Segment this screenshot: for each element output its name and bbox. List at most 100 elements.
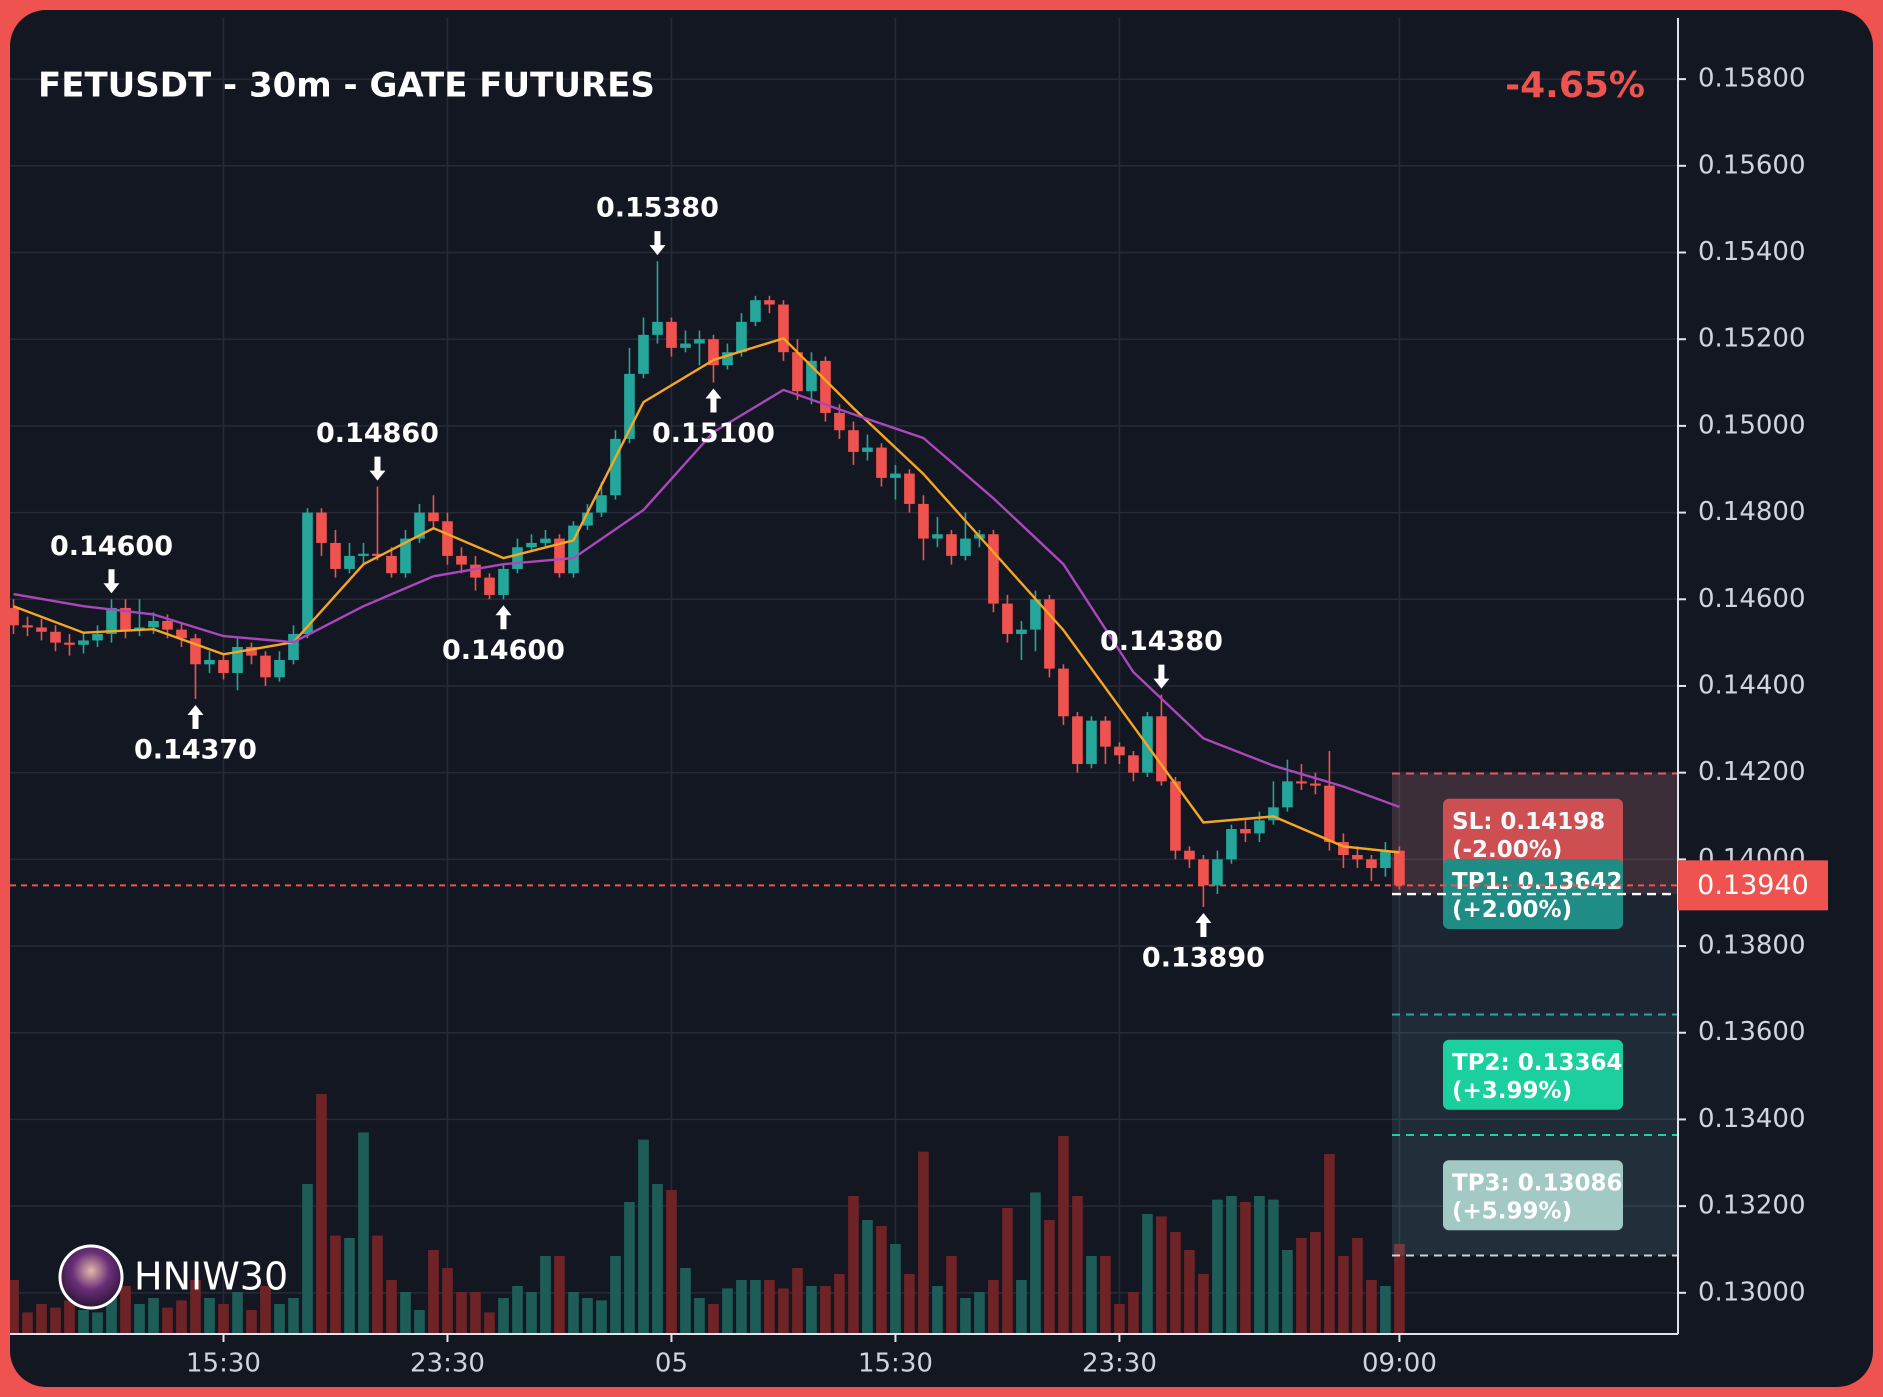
candle-body	[1114, 746, 1125, 756]
y-tick-label: 0.15400	[1698, 237, 1806, 267]
volume-bar	[778, 1288, 789, 1334]
candle-body	[652, 321, 663, 335]
level-label: TP3: 0.13086	[1452, 1170, 1623, 1196]
x-tick-label: 05	[655, 1349, 688, 1379]
volume-bar	[554, 1256, 565, 1334]
candle-body	[722, 352, 733, 366]
volume-bar	[1352, 1238, 1363, 1334]
candle-body	[1212, 859, 1223, 886]
volume-bar	[1366, 1280, 1377, 1334]
axes: 0.130000.132000.134000.136000.138000.140…	[10, 18, 1806, 1379]
level-box	[1443, 1160, 1623, 1231]
volume-bar	[918, 1151, 929, 1334]
candle-body	[1030, 599, 1041, 630]
volume-bar	[708, 1304, 719, 1334]
candle-body	[932, 534, 943, 539]
volume-bar	[848, 1196, 859, 1334]
volume-bar	[344, 1238, 355, 1334]
candle-body	[1156, 716, 1167, 782]
volume-bar	[876, 1226, 887, 1334]
volume-bar	[1268, 1199, 1279, 1334]
candle-body	[246, 646, 257, 656]
candle-body	[288, 633, 299, 660]
candle-body	[750, 300, 761, 322]
candle-body	[596, 495, 607, 513]
candle-body	[778, 304, 789, 353]
swing-low-label: 0.13890	[1142, 943, 1265, 974]
volume-bar	[736, 1280, 747, 1334]
y-tick-label: 0.14400	[1698, 670, 1806, 700]
candle-body	[1128, 755, 1139, 773]
volume-bar	[1240, 1202, 1251, 1334]
candle-body	[1296, 781, 1307, 784]
candle-body	[540, 538, 551, 543]
current-price-label: 0.13940	[1697, 870, 1809, 901]
volume-bar	[988, 1280, 999, 1334]
volume-bar	[1100, 1256, 1111, 1334]
trade-zones: SL: 0.14198(-2.00%) TP1: 0.13642(+2.00%) T…	[1392, 772, 1678, 1257]
candle-body	[92, 633, 103, 641]
candle-body	[442, 521, 453, 556]
volume-bar	[638, 1139, 649, 1334]
level-box	[1443, 798, 1623, 869]
volume-bar	[512, 1286, 523, 1334]
candle-body	[610, 438, 621, 496]
candle-body	[960, 538, 971, 556]
candle-body	[162, 620, 173, 630]
y-tick-label: 0.15600	[1698, 150, 1806, 180]
volume-bar	[1086, 1256, 1097, 1334]
candle-body	[1072, 716, 1083, 764]
candle-body	[1044, 599, 1055, 669]
y-tick-label: 0.13400	[1698, 1104, 1806, 1134]
candle-body	[386, 555, 397, 574]
candle-body	[36, 627, 47, 632]
volume-bar	[218, 1304, 229, 1334]
volume-bar	[1114, 1304, 1125, 1334]
swing-high-label: 0.14380	[1100, 626, 1223, 657]
candle-body	[680, 343, 691, 348]
watermark-text: HNIW30	[134, 1255, 288, 1299]
level-change: (+5.99%)	[1452, 1198, 1572, 1224]
volume-bar	[1016, 1280, 1027, 1334]
volume-bar	[1310, 1232, 1321, 1334]
candle-body	[470, 564, 481, 578]
volume-bar	[932, 1286, 943, 1334]
volume-pane	[10, 1094, 1405, 1334]
volume-bar	[64, 1300, 75, 1334]
candle-body	[904, 473, 915, 504]
level-box	[1443, 1039, 1623, 1110]
price-change: -4.65%	[1505, 65, 1645, 106]
candle-body	[876, 447, 887, 478]
candle-body	[1352, 855, 1363, 860]
avatar	[58, 1244, 124, 1310]
level-change: (+3.99%)	[1452, 1078, 1572, 1104]
x-tick-label: 23:30	[410, 1349, 485, 1379]
candle-body	[526, 542, 537, 548]
candle-body	[736, 321, 747, 353]
candle-body	[946, 534, 957, 556]
volume-bar	[1142, 1214, 1153, 1334]
candle-body	[554, 538, 565, 574]
candle-body	[512, 547, 523, 569]
volume-bar	[1128, 1292, 1139, 1334]
candle-body	[358, 553, 369, 556]
volume-bar	[302, 1184, 313, 1334]
volume-bar	[148, 1298, 159, 1334]
level-label: TP1: 0.13642	[1452, 869, 1623, 895]
grid	[10, 18, 1678, 1334]
candle-body	[1226, 829, 1237, 860]
candle-body	[1240, 829, 1251, 834]
volume-bar	[1198, 1274, 1209, 1334]
volume-bar	[400, 1292, 411, 1334]
volume-bar	[1058, 1136, 1069, 1334]
level-change: (-2.00%)	[1452, 837, 1562, 863]
candle-body	[918, 503, 929, 539]
volume-bar	[904, 1274, 915, 1334]
candle-body	[120, 607, 131, 630]
swing-high-arrow	[369, 456, 386, 481]
volume-bar	[456, 1292, 467, 1334]
volume-bar	[694, 1298, 705, 1334]
candle-body	[1324, 785, 1335, 843]
candle-body	[400, 538, 411, 574]
